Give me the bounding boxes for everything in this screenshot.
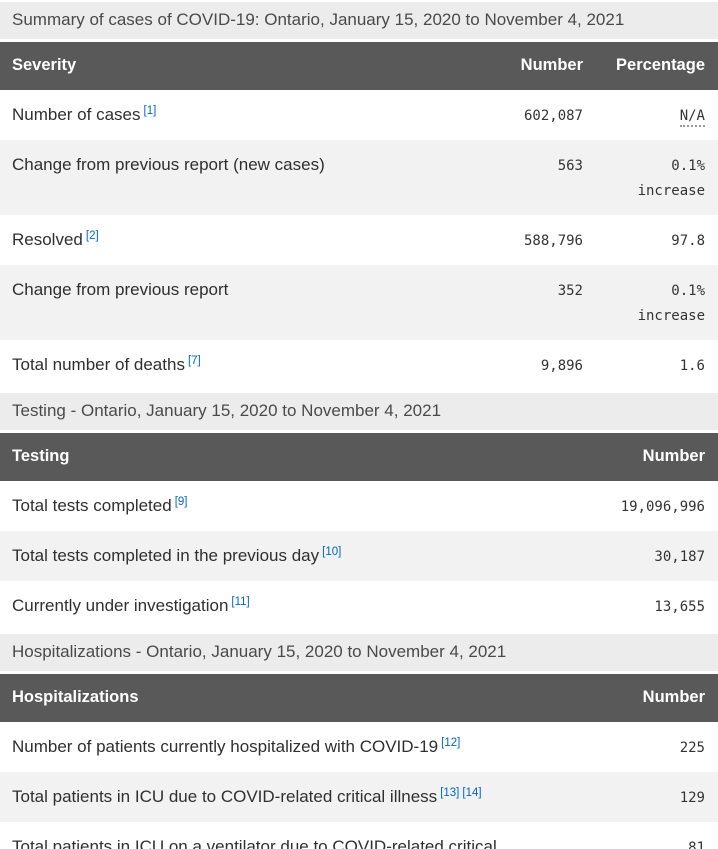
table-caption: Summary of cases of COVID-19: Ontario, J… xyxy=(0,2,718,39)
table-row: Change from previous report 352 0.1% increa… xyxy=(0,265,718,340)
testing-section: Testing - Ontario, January 15, 2020 to N… xyxy=(0,393,718,631)
footnote-link[interactable]: [14] xyxy=(462,787,482,799)
footnote-link[interactable]: [13] xyxy=(440,787,460,799)
footnote-ref: [13] xyxy=(440,787,459,799)
percentage-cell: 97.8 xyxy=(583,215,718,265)
footnote-ref: [12] xyxy=(441,737,460,749)
row-label: Total patients in ICU on a ventilator du… xyxy=(12,837,497,849)
number-cell: 30,187 xyxy=(654,549,705,565)
footnote-ref: [10] xyxy=(322,546,341,558)
footnote-link[interactable]: [11] xyxy=(231,596,250,608)
row-label-cell: Change from previous report (new cases) xyxy=(0,140,453,215)
column-header-severity: Severity xyxy=(0,42,453,90)
table-row: Change from previous report (new cases) 5… xyxy=(0,140,718,215)
row-label-cell: Number of cases [1] xyxy=(0,90,453,140)
row-label-cell: Total tests completed in the previous da… xyxy=(0,531,578,581)
row-label: Currently under investigation xyxy=(12,596,229,615)
row-label-cell: Total tests completed [9] xyxy=(0,481,578,531)
footnote-ref: [7] xyxy=(188,355,201,367)
row-label-cell: Currently under investigation [11] xyxy=(0,581,578,631)
table-row: Total patients in ICU on a ventilator du… xyxy=(0,822,718,849)
testing-table: Testing Number Total tests completed [9] 1… xyxy=(0,433,718,631)
footnote-link[interactable]: [9] xyxy=(174,496,188,508)
hospitalizations-section: Hospitalizations - Ontario, January 15, … xyxy=(0,634,718,849)
number-cell: 563 xyxy=(557,158,583,174)
table-row: Resolved [2] 588,796 97.8 xyxy=(0,215,718,265)
row-label-cell: Number of patients currently hospitalize… xyxy=(0,722,578,772)
row-label: Total number of deaths xyxy=(12,355,185,374)
header-row: Testing Number xyxy=(0,433,718,481)
percentage-cell: N/A xyxy=(583,90,718,140)
column-header-testing: Testing xyxy=(0,433,578,481)
table-caption: Testing - Ontario, January 15, 2020 to N… xyxy=(0,393,718,430)
testing-rows: Total tests completed [9] 19,096,996 Total … xyxy=(0,481,718,631)
percentage-cell: 1.6 xyxy=(583,340,718,390)
footnote-ref: [1] xyxy=(144,105,157,117)
column-header-number: Number xyxy=(453,42,583,90)
footnote-ref: [9] xyxy=(175,496,188,508)
number-cell: 225 xyxy=(679,740,705,756)
header-row: Severity Number Percentage xyxy=(0,42,718,90)
row-label: Resolved xyxy=(12,230,83,249)
number-cell: 602,087 xyxy=(523,108,583,124)
header-row: Hospitalizations Number xyxy=(0,674,718,722)
table-row: Total patients in ICU due to COVID-relat… xyxy=(0,772,718,822)
table-row: Number of cases [1] 602,087 N/A xyxy=(0,90,718,140)
table-row: Total number of deaths [7] 9,896 1.6 xyxy=(0,340,718,390)
percentage-cell: 0.1% increase xyxy=(583,140,718,215)
table-row: Total tests completed in the previous da… xyxy=(0,531,718,581)
footnote-link[interactable]: [2] xyxy=(85,230,99,242)
number-cell: 9,896 xyxy=(540,358,583,374)
row-label: Change from previous report xyxy=(12,280,229,299)
number-cell: 81 xyxy=(688,840,705,849)
number-cell: 19,096,996 xyxy=(620,499,705,515)
row-label: Total tests completed xyxy=(12,496,172,515)
row-label: Number of patients currently hospitalize… xyxy=(12,737,439,756)
table-row: Number of patients currently hospitalize… xyxy=(0,722,718,772)
footnote-ref: [14] xyxy=(462,787,481,799)
percentage-cell: 0.1% increase xyxy=(583,265,718,340)
percentage-note: increase xyxy=(637,308,705,324)
table-row: Total tests completed [9] 19,096,996 xyxy=(0,481,718,531)
hospitalizations-rows: Number of patients currently hospitalize… xyxy=(0,722,718,849)
hospitalizations-table: Hospitalizations Number Number of patien… xyxy=(0,674,718,849)
cases-summary-section: Summary of cases of COVID-19: Ontario, J… xyxy=(0,2,718,390)
number-cell: 129 xyxy=(679,790,705,806)
row-label: Total tests completed in the previous da… xyxy=(12,546,320,565)
row-label-cell: Total patients in ICU due to COVID-relat… xyxy=(0,772,578,822)
footnote-ref: [11] xyxy=(231,596,249,608)
column-header-hospitalizations: Hospitalizations xyxy=(0,674,578,722)
number-cell: 352 xyxy=(557,283,583,299)
table-row: Currently under investigation [11] 13,655 xyxy=(0,581,718,631)
percentage-value: 1.6 xyxy=(679,358,705,374)
number-cell: 13,655 xyxy=(654,599,705,615)
column-header-number: Number xyxy=(578,433,718,481)
footnote-link[interactable]: [12] xyxy=(441,737,461,749)
footnote-link[interactable]: [1] xyxy=(143,105,157,117)
footnote-ref: [2] xyxy=(86,230,99,242)
footnote-link[interactable]: [10] xyxy=(322,546,342,558)
percentage-note: increase xyxy=(637,183,705,199)
row-label-cell: Resolved [2] xyxy=(0,215,453,265)
column-header-percentage: Percentage xyxy=(583,42,718,90)
cases-summary-table: Severity Number Percentage Number of cas… xyxy=(0,42,718,390)
row-label: Change from previous report (new cases) xyxy=(12,155,325,174)
row-label: Total patients in ICU due to COVID-relat… xyxy=(12,787,438,806)
row-label-cell: Change from previous report xyxy=(0,265,453,340)
column-header-number: Number xyxy=(578,674,718,722)
row-label: Number of cases xyxy=(12,105,141,124)
percentage-value: 97.8 xyxy=(671,233,705,249)
row-label-cell: Total number of deaths [7] xyxy=(0,340,453,390)
cases-summary-rows: Number of cases [1] 602,087 N/A Change from … xyxy=(0,90,718,390)
percentage-value: 0.1% xyxy=(671,158,705,174)
not-applicable-abbr: N/A xyxy=(679,108,705,127)
number-cell: 588,796 xyxy=(523,233,583,249)
footnote-link[interactable]: [7] xyxy=(187,355,201,367)
row-label-cell: Total patients in ICU on a ventilator du… xyxy=(0,822,578,849)
table-caption: Hospitalizations - Ontario, January 15, … xyxy=(0,634,718,671)
percentage-value: 0.1% xyxy=(671,283,705,299)
